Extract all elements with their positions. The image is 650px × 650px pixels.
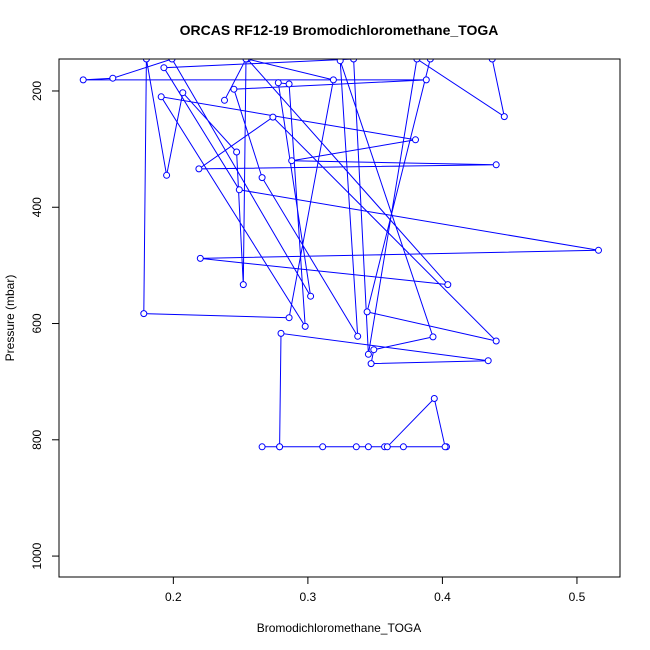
data-point [140,310,148,318]
data-point [500,113,508,121]
data-point [429,333,437,341]
data-point [301,322,309,330]
data-point [412,136,419,144]
x-tick-label: 0.3 [300,590,317,604]
data-point [258,174,266,182]
data-point [329,76,337,84]
data-point [484,357,492,365]
data-point [277,329,285,337]
data-point [258,443,266,451]
data-point [239,281,247,289]
data-point [399,443,407,451]
y-tick-label: 400 [30,197,44,217]
data-point [307,292,315,300]
data-point [430,395,438,402]
data-point [196,254,204,262]
data-point [109,74,117,82]
data-point [364,350,372,358]
x-tick-label: 0.4 [434,590,451,604]
data-point [221,96,228,104]
series-line [83,59,599,448]
data-point [142,59,150,63]
data-point [488,59,496,63]
data-point [230,85,238,93]
data-point [426,59,434,63]
data-point [319,443,327,451]
y-axis-label: Pressure (mbar) [3,275,17,362]
data-point [274,79,282,87]
data-point [441,443,449,451]
data-point [285,314,293,322]
data-point [157,93,165,101]
data-point [242,59,250,63]
data-point [195,165,203,173]
chart-title: ORCAS RF12-19 Bromodichloromethane_TOGA [180,22,499,38]
data-point [276,443,284,451]
data-point [444,281,452,289]
data-point [285,80,293,88]
data-point [79,76,87,84]
data-point [383,443,391,451]
data-point [288,157,296,165]
y-tick-label: 600 [30,313,44,333]
y-tick-label: 200 [30,81,44,101]
data-point [168,59,176,63]
y-tick-label: 800 [30,429,44,449]
data-point [233,148,241,156]
y-tick-label: 1000 [30,542,44,569]
data-point [413,59,421,63]
data-point [350,59,358,63]
data-point [364,443,372,451]
x-axis-label: Bromodichloromethane_TOGA [257,621,422,635]
x-tick-label: 0.2 [165,590,182,604]
data-point [179,89,187,97]
data-point [336,59,344,65]
data-point [367,360,375,368]
data-point [422,76,430,84]
data-point [269,113,277,121]
data-point [163,171,171,179]
data-point [370,346,378,354]
data-point [492,337,500,345]
data-point [595,246,602,254]
x-axis: 0.2 0.3 0.4 0.5 [165,577,586,604]
data-point [235,186,243,194]
data-point [352,443,360,451]
data-series [79,59,602,451]
plot-frame [58,58,621,578]
data-point [492,161,500,169]
data-point [160,64,168,72]
x-tick-label: 0.5 [569,590,586,604]
y-axis: 200 400 600 800 1000 [30,81,59,569]
data-point [363,308,371,316]
data-point [354,332,362,340]
